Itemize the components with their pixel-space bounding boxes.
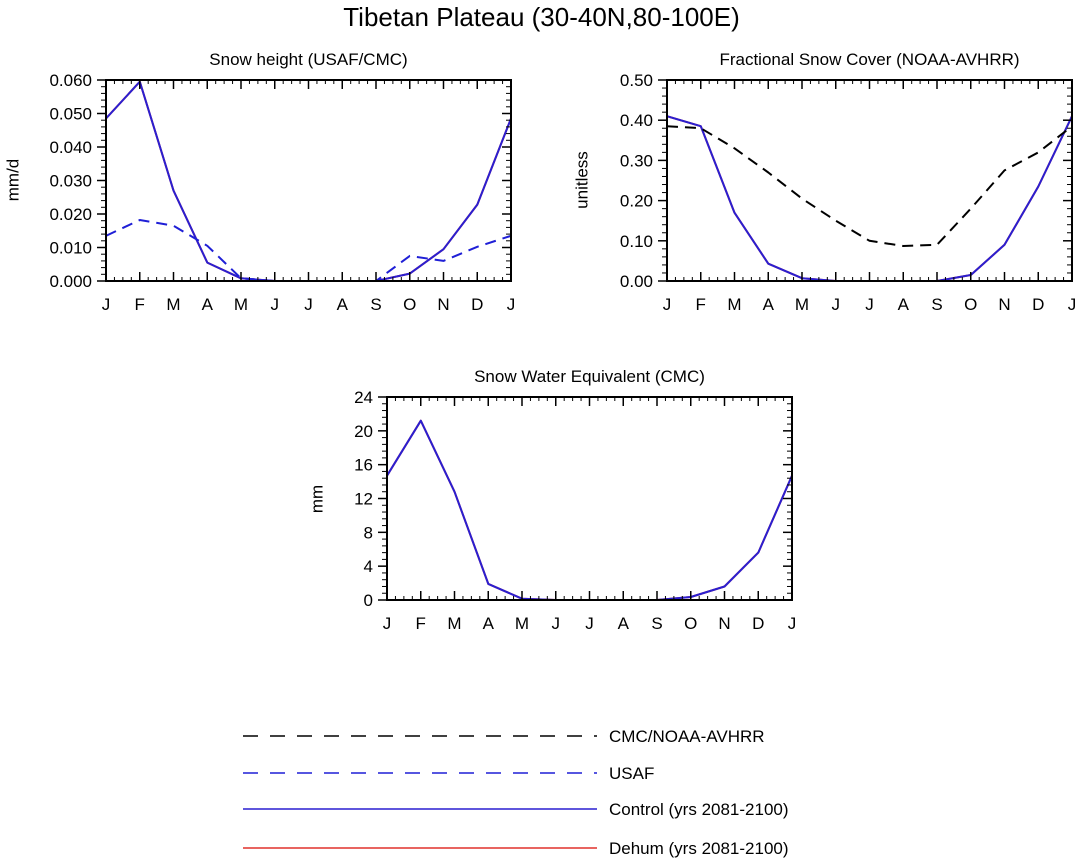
x-tick-label: S [931,295,942,314]
x-tick-label: D [752,614,764,633]
y-tick-label: 12 [354,490,373,509]
chart-title: Snow height (USAF/CMC) [209,50,407,69]
x-tick-label: A [483,614,495,633]
y-tick-label: 0.000 [49,272,92,291]
x-tick-label: O [964,295,977,314]
x-tick-label: M [727,295,741,314]
y-tick-label: 0.40 [620,111,653,130]
y-tick-label: 0.010 [49,239,92,258]
x-tick-label: A [337,295,349,314]
x-tick-label: N [718,614,730,633]
legend-label-2: USAF [609,764,654,783]
chart-title: Snow Water Equivalent (CMC) [474,367,705,386]
x-tick-label: S [370,295,381,314]
x-tick-label: S [651,614,662,633]
series-line-control-yrs-2081-2100- [667,115,1072,282]
y-tick-label: 0.030 [49,172,92,191]
chart-title: Fractional Snow Cover (NOAA-AVHRR) [719,50,1019,69]
series-line-dehum-yrs-2081-2100- [106,80,511,282]
series-line-control-yrs-2081-2100- [106,80,511,282]
x-tick-label: O [403,295,416,314]
y-tick-label: 20 [354,422,373,441]
y-tick-label: 4 [364,557,373,576]
x-tick-label: N [998,295,1010,314]
y-tick-label: 0.00 [620,272,653,291]
y-tick-label: 0.050 [49,105,92,124]
x-tick-label: D [1032,295,1044,314]
y-axis-label: mm [307,485,326,513]
figure-title: Tibetan Plateau (30-40N,80-100E) [343,2,740,32]
legend-label-1: CMC/NOAA-AVHRR [609,727,765,746]
chart-panel-3: Snow Water Equivalent (CMC) mm J F M A M J J A S O N… [307,367,796,633]
x-tick-label: J [832,295,841,314]
y-axis-label: unitless [572,151,591,209]
plot-frame [666,79,1073,282]
x-tick-label: J [552,614,561,633]
x-tick-label: J [507,295,516,314]
x-tick-label: N [437,295,449,314]
y-tick-label: 0 [364,591,373,610]
chart-panel-2: Fractional Snow Cover (NOAA-AVHRR) unitle… [572,50,1076,314]
y-tick-label: 0.060 [49,71,92,90]
x-tick-label: M [166,295,180,314]
y-tick-label: 8 [364,523,373,542]
y-axis-label: mm/d [3,159,22,202]
y-tick-label: 0.10 [620,232,653,251]
x-tick-label: M [795,295,809,314]
chart-panel-1: Snow height (USAF/CMC)mm/dJ F M A M J J A S O N D J0… [3,50,515,314]
x-tick-label: M [447,614,461,633]
x-tick-label: J [102,295,111,314]
y-tick-label: 0.30 [620,151,653,170]
x-tick-label: J [383,614,392,633]
x-tick-label: D [471,295,483,314]
legend-label-4: Dehum (yrs 2081-2100) [609,839,789,858]
y-tick-label: 0.020 [49,205,92,224]
x-tick-label: M [515,614,529,633]
series-line-usaf [106,219,511,282]
x-tick-label: J [788,614,797,633]
series-line-control-yrs-2081-2100- [387,419,792,601]
series-line-cmc-noaa-avhrr [667,125,1072,247]
x-tick-label: F [416,614,426,633]
series-line-dehum-yrs-2081-2100- [667,115,1072,282]
y-tick-label: 24 [354,388,373,407]
x-tick-label: J [271,295,280,314]
x-tick-label: F [696,295,706,314]
x-tick-label: J [304,295,313,314]
x-tick-label: A [618,614,630,633]
y-tick-label: 0.040 [49,138,92,157]
x-tick-label: A [898,295,910,314]
x-tick-label: J [1068,295,1077,314]
series-line-dehum-yrs-2081-2100- [387,419,792,601]
x-tick-label: A [202,295,214,314]
plot-frame [386,396,793,601]
plot-frame [105,79,512,282]
legend-label-3: Control (yrs 2081-2100) [609,800,789,819]
y-tick-label: 0.50 [620,71,653,90]
x-tick-label: F [135,295,145,314]
x-tick-label: A [763,295,775,314]
x-tick-label: J [865,295,874,314]
x-tick-label: J [585,614,594,633]
y-tick-label: 16 [354,456,373,475]
legend: CMC/NOAA-AVHRR USAF Control (yrs 2081-2100… [243,727,789,858]
x-tick-label: O [684,614,697,633]
x-tick-label: M [234,295,248,314]
x-tick-label: J [663,295,672,314]
y-tick-label: 0.20 [620,192,653,211]
